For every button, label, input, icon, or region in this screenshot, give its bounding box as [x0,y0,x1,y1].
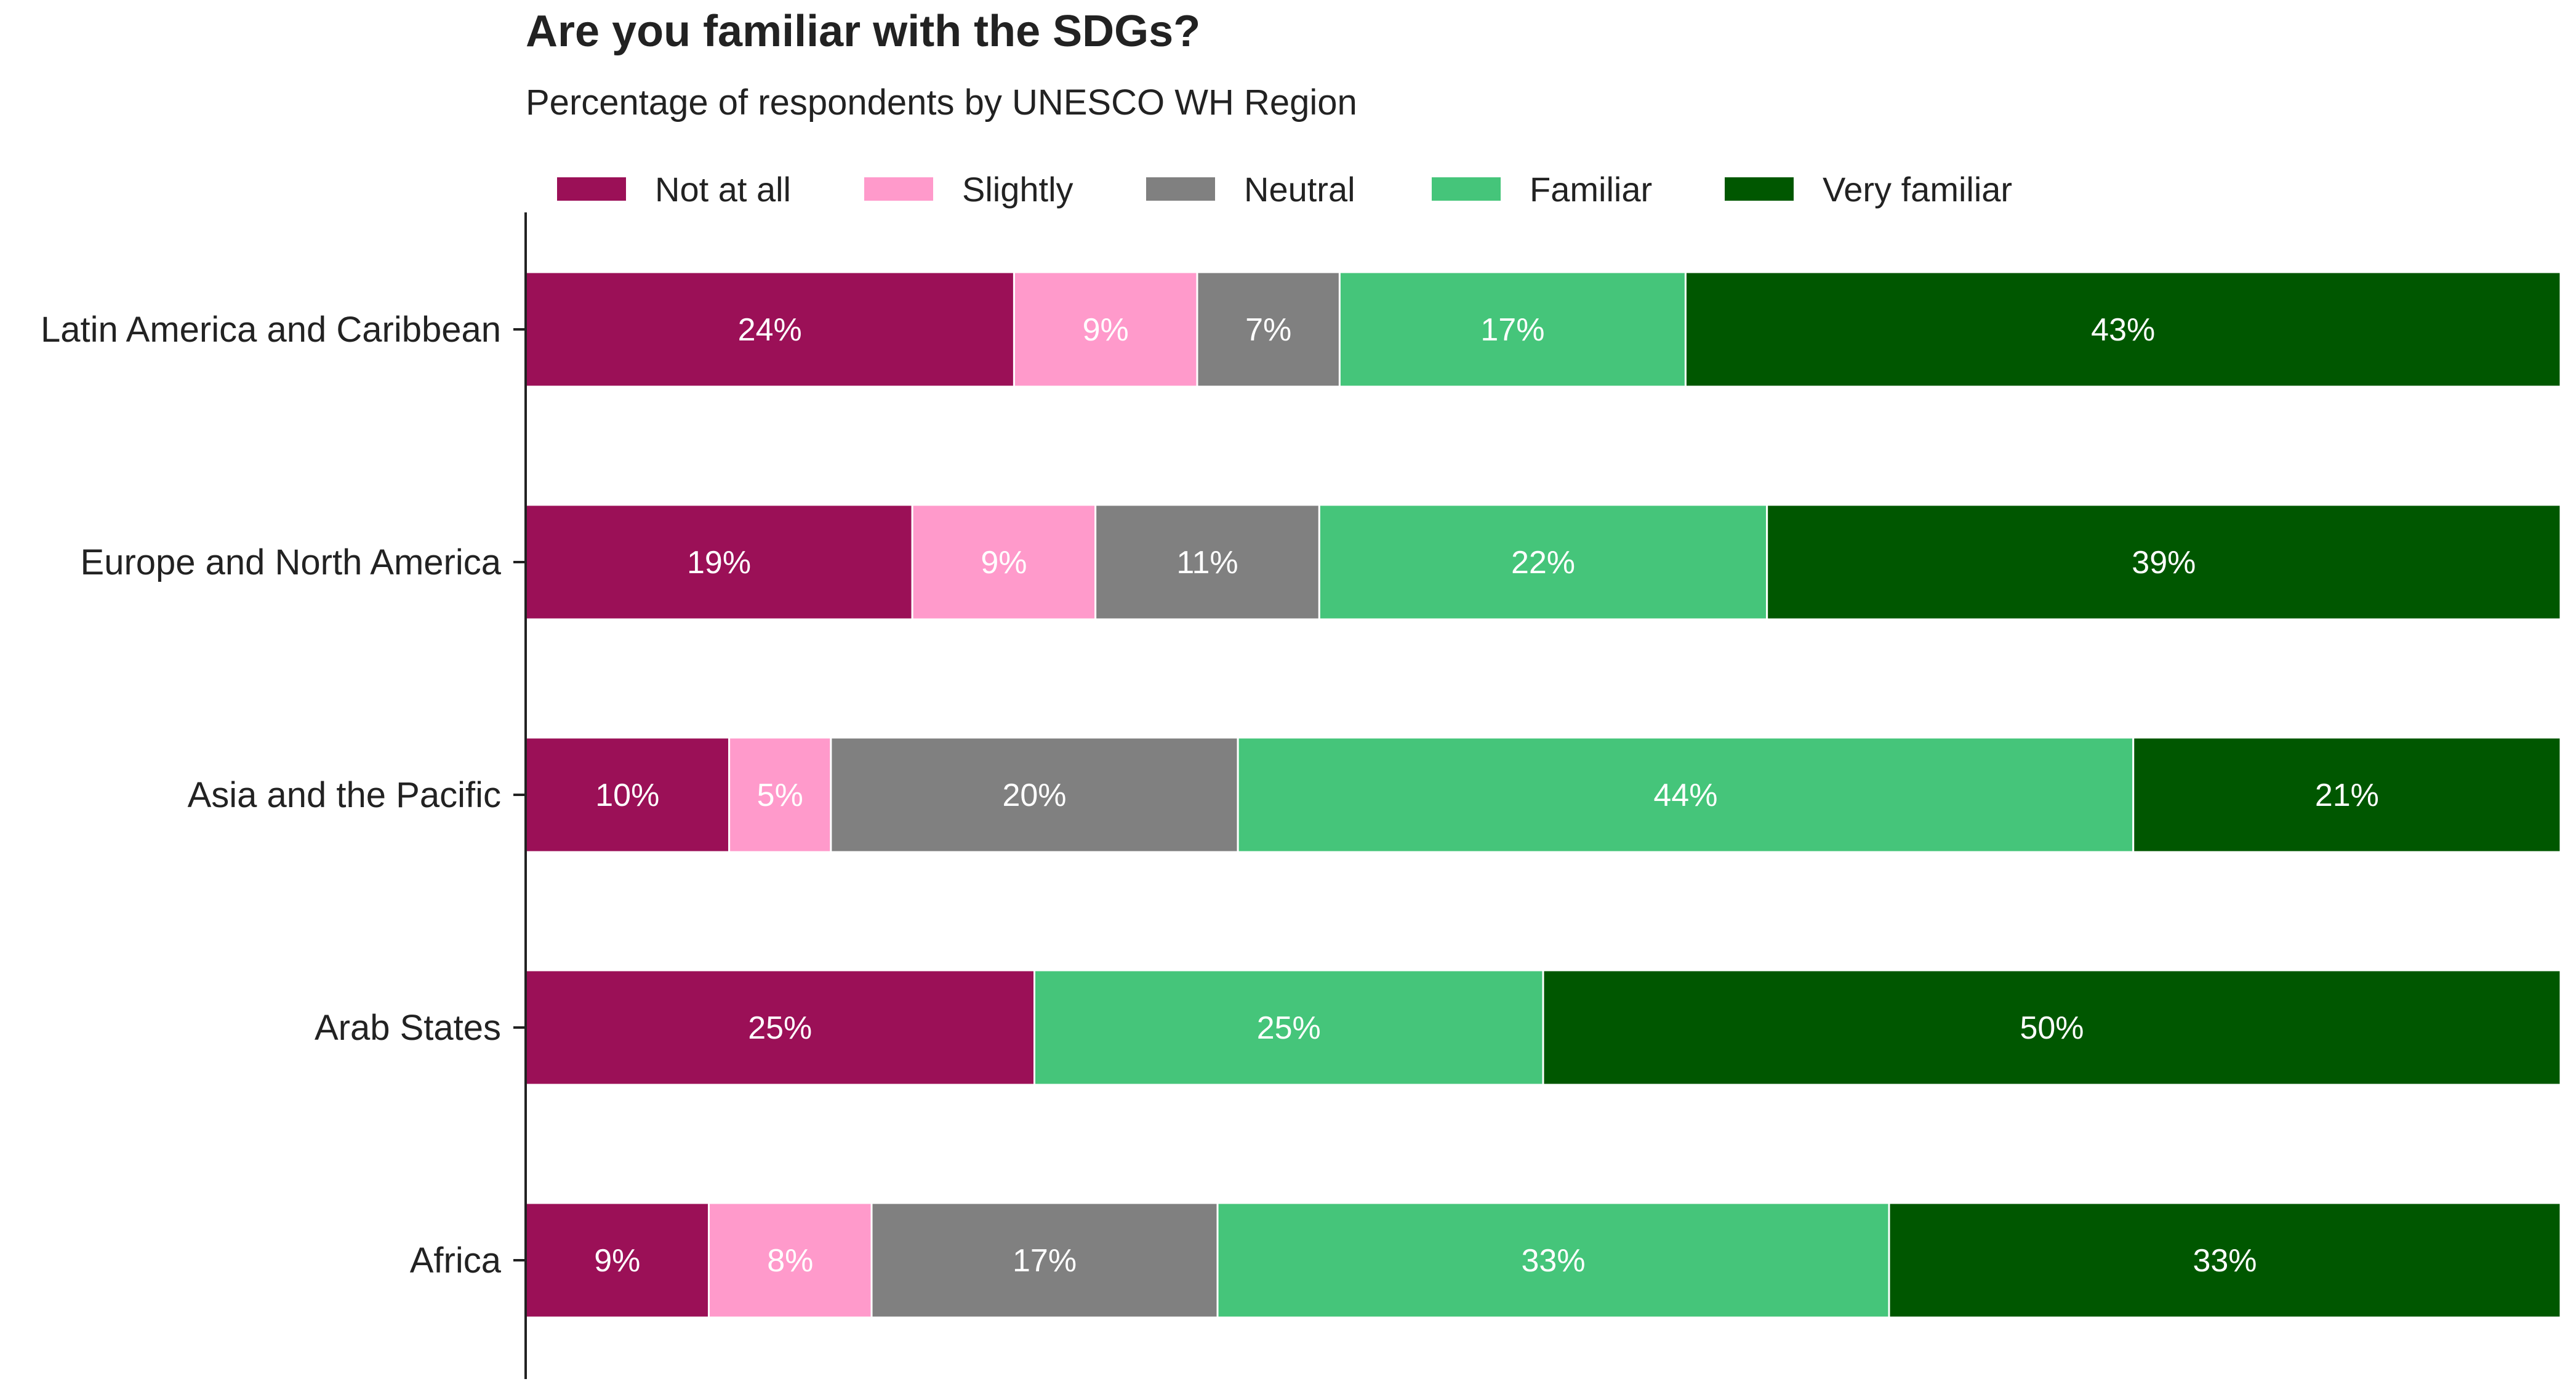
legend: Not at all Slightly Neutral Familiar Very fa… [557,170,2012,209]
data-label-latin-america-and-caribbean-neutral: 7% [1245,312,1291,348]
bar-segment-asia-and-the-pacific-familiar [1237,736,2135,853]
legend-swatch-very-familiar [1725,177,1794,201]
data-label-asia-and-the-pacific-very-familiar: 21% [2315,778,2379,813]
bar-segment-arab-states-familiar [1033,969,1544,1086]
data-label-asia-and-the-pacific-neutral: 20% [1002,778,1066,813]
data-label-africa-not-at-all: 9% [594,1243,640,1279]
data-label-europe-and-north-america-neutral: 11% [1176,545,1238,581]
data-label-asia-and-the-pacific-familiar: 44% [1653,778,1717,813]
bar-segment-europe-and-north-america-neutral [1094,504,1320,621]
bar-segment-europe-and-north-america-slightly [911,504,1097,621]
y-tick-label-asia-and-the-pacific: Asia and the Pacific [188,775,501,815]
legend-label-neutral: Neutral [1244,170,1355,209]
bar-segment-latin-america-and-caribbean-familiar [1338,271,1687,388]
data-label-latin-america-and-caribbean-familiar: 17% [1480,312,1544,348]
y-tick-label-europe-and-north-america: Europe and North America [81,542,502,582]
data-label-africa-slightly: 8% [767,1243,813,1279]
legend-label-not-at-all: Not at all [655,170,791,209]
chart-title: Are you familiar with the SDGs? [526,7,1201,56]
y-tick-label-africa: Africa [410,1241,502,1281]
bar-segment-asia-and-the-pacific-very-familiar [2132,736,2562,853]
bar-segment-asia-and-the-pacific-not-at-all [524,736,731,853]
data-label-europe-and-north-america-slightly: 9% [981,545,1027,581]
bar-segment-europe-and-north-america-familiar [1318,504,1768,621]
bar-segment-europe-and-north-america-very-familiar [1766,504,2562,621]
chart-subtitle: Percentage of respondents by UNESCO WH R… [526,82,1357,123]
legend-swatch-neutral [1146,177,1215,201]
bars-group: 24% 9% 7% 17% 43% 19% 9% 11% 22% 39% 10% 5% 20% 44% 21… [524,271,2562,1319]
data-label-europe-and-north-america-very-familiar: 39% [2132,545,2196,581]
data-label-arab-states-very-familiar: 50% [2020,1010,2084,1046]
y-tick-label-arab-states: Arab States [315,1008,501,1048]
legend-swatch-familiar [1432,177,1501,201]
bar-segment-asia-and-the-pacific-neutral [830,736,1239,853]
legend-label-familiar: Familiar [1530,170,1652,209]
legend-swatch-not-at-all [557,177,626,201]
data-label-africa-very-familiar: 33% [2193,1243,2257,1279]
data-label-asia-and-the-pacific-not-at-all: 10% [595,778,659,813]
legend-label-slightly: Slightly [962,170,1073,209]
data-label-europe-and-north-america-familiar: 22% [1511,545,1575,581]
data-label-latin-america-and-caribbean-slightly: 9% [1083,312,1129,348]
bar-segment-latin-america-and-caribbean-very-familiar [1684,271,2562,388]
bar-segment-africa-very-familiar [1888,1202,2562,1319]
bar-segment-arab-states-very-familiar [1542,969,2562,1086]
data-label-latin-america-and-caribbean-very-familiar: 43% [2091,312,2155,348]
y-axis: Latin America and Caribbean Europe and No… [41,212,527,1379]
bar-segment-latin-america-and-caribbean-not-at-all [524,271,1015,388]
data-label-arab-states-not-at-all: 25% [748,1010,812,1046]
bar-segment-africa-neutral [870,1202,1219,1319]
data-label-arab-states-familiar: 25% [1257,1010,1321,1046]
bar-segment-europe-and-north-america-not-at-all [524,504,913,621]
data-label-asia-and-the-pacific-slightly: 5% [757,778,803,813]
legend-label-very-familiar: Very familiar [1823,170,2012,209]
legend-swatch-slightly [864,177,933,201]
data-label-latin-america-and-caribbean-not-at-all: 24% [738,312,802,348]
bar-segment-asia-and-the-pacific-slightly [728,736,832,853]
data-label-europe-and-north-america-not-at-all: 19% [687,545,751,581]
y-tick-label-latin-america-and-caribbean: Latin America and Caribbean [41,310,501,350]
data-label-africa-familiar: 33% [1521,1243,1585,1279]
data-label-africa-neutral: 17% [1013,1243,1077,1279]
